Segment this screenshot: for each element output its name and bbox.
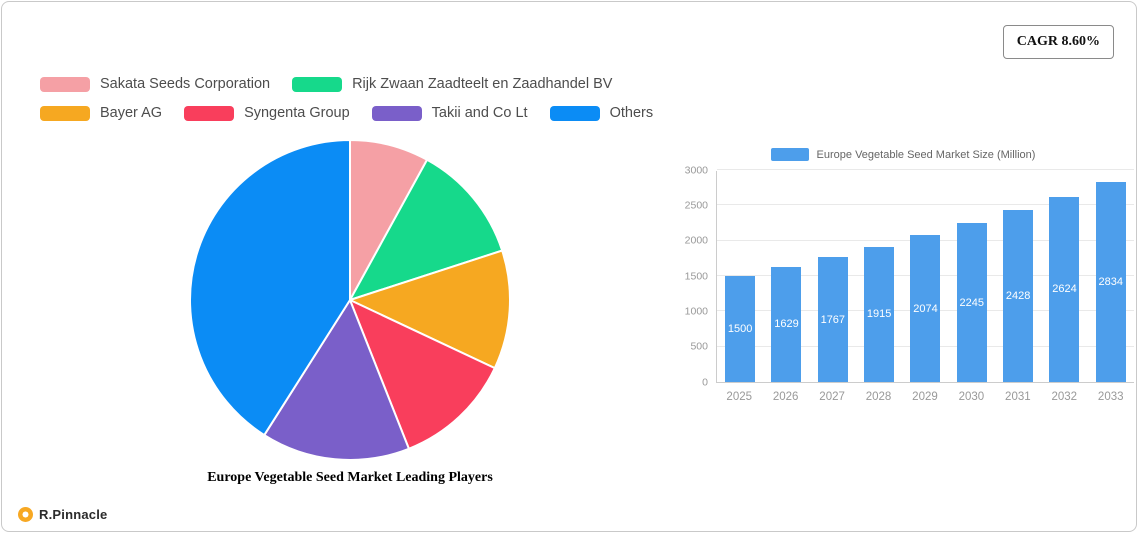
cagr-badge: CAGR 8.60%: [1002, 25, 1114, 59]
logo-text: R.Pinnacle: [39, 507, 108, 522]
legend-item-sakata-seeds-corporation[interactable]: Sakata Seeds Corporation: [40, 76, 270, 92]
bar-chart: Europe Vegetable Seed Market Size (Milli…: [670, 148, 1136, 403]
bar-slot: 1500: [717, 171, 763, 382]
bar-2027[interactable]: 1767: [817, 257, 848, 382]
bar-slot: 1915: [856, 171, 902, 382]
bar-2033[interactable]: 2834: [1095, 181, 1126, 382]
bar-2028[interactable]: 1915: [864, 246, 895, 382]
bar-slot: 2624: [1041, 171, 1087, 382]
bar-value-label: 2074: [913, 302, 938, 315]
bar-value-label: 1767: [820, 313, 846, 326]
legend-label: Syngenta Group: [244, 105, 350, 121]
bar-slot: 2245: [949, 171, 995, 382]
bar-plot: 0 500 1000 1500 2000 2500 3000 1500 1629 1767 1915…: [685, 165, 1134, 387]
gridline: [717, 169, 1134, 170]
legend-swatch: [549, 105, 600, 121]
pie-chart-title: Europe Vegetable Seed Market Leading Pla…: [207, 470, 493, 485]
bar-value-label: 2428: [1005, 290, 1031, 303]
x-tick-label: 2030: [958, 391, 985, 403]
bar-legend-label: Europe Vegetable Seed Market Size (Milli…: [816, 148, 1036, 161]
logo-icon: [18, 507, 33, 522]
bar-slot: 2834: [1088, 171, 1134, 382]
y-tick-label: 2500: [684, 199, 708, 212]
x-tick-label: 2025: [726, 391, 753, 403]
bar-2026[interactable]: 1629: [771, 266, 802, 382]
pie-slice-4[interactable]: [262, 297, 411, 461]
legend-swatch: [184, 105, 235, 121]
legend-item-others[interactable]: Others: [549, 105, 654, 121]
legend-item-rijk-zwaan-zaadteelt-en-zaadhandel-bv[interactable]: Rijk Zwaan Zaadteelt en Zaadhandel BV: [292, 76, 612, 92]
legend-swatch: [40, 76, 90, 92]
pie-slice-5[interactable]: [189, 138, 351, 437]
pie-svg: [189, 138, 511, 461]
legend-label: Bayer AG: [100, 105, 163, 121]
legend-swatch: [292, 76, 343, 92]
bar-slot: 2074: [902, 171, 948, 382]
y-tick-label: 1000: [684, 305, 708, 318]
x-tick-label: 2028: [865, 391, 892, 403]
y-tick-label: 0: [702, 375, 708, 388]
bars: 1500 1629 1767 1915 2074 2245 2428 2624 2834: [717, 171, 1134, 382]
x-tick-label: 2033: [1097, 391, 1124, 403]
bar-value-label: 2624: [1052, 283, 1077, 296]
legend-item-bayer-ag[interactable]: Bayer AG: [40, 105, 162, 121]
bar-value-label: 1915: [866, 308, 892, 321]
legend-label: Takii and Co Lt: [431, 105, 528, 121]
legend-label: Sakata Seeds Corporation: [100, 76, 271, 92]
pie-legend: Sakata Seeds Corporation Rijk Zwaan Zaadt…: [40, 76, 735, 121]
bar-2029[interactable]: 2074: [910, 235, 941, 382]
legend-label: Rijk Zwaan Zaadteelt en Zaadhandel BV: [352, 76, 613, 92]
bar-2025[interactable]: 1500: [725, 276, 756, 382]
bar-plot-area: 0 500 1000 1500 2000 2500 3000 1500 1629 1767 1915…: [685, 165, 1134, 403]
y-tick-label: 1500: [684, 269, 708, 282]
x-tick-label: 2027: [819, 391, 845, 403]
bar-legend-item[interactable]: Europe Vegetable Seed Market Size (Milli…: [670, 148, 1136, 161]
y-tick-label: 2000: [684, 234, 708, 247]
bar-legend-swatch: [770, 148, 809, 161]
bar-value-label: 2834: [1098, 275, 1124, 288]
legend-swatch: [371, 105, 422, 121]
bar-2030[interactable]: 2245: [956, 223, 987, 382]
pie-slice-1[interactable]: [347, 158, 504, 302]
bar-2032[interactable]: 2624: [1049, 196, 1080, 382]
gridline: [717, 204, 1134, 206]
legend-item-takii-and-co-lt[interactable]: Takii and Co Lt: [371, 105, 528, 121]
x-axis-labels: 2025 2026 2027 2028 2029 2030 2031 2032 2033: [716, 391, 1134, 403]
x-tick-label: 2029: [912, 391, 938, 403]
legend-swatch: [40, 105, 90, 121]
bar-value-label: 2245: [959, 296, 985, 309]
legend-item-syngenta-group[interactable]: Syngenta Group: [184, 105, 350, 121]
pie-chart: [185, 135, 515, 465]
x-tick-label: 2031: [1005, 391, 1031, 403]
pie-slice-2[interactable]: [347, 249, 511, 370]
pie-slice-3[interactable]: [348, 298, 497, 451]
bar-slot: 1629: [763, 171, 809, 382]
x-tick-label: 2026: [772, 391, 799, 403]
bar-slot: 2428: [995, 171, 1041, 382]
bar-slot: 1767: [810, 171, 856, 382]
y-tick-label: 3000: [684, 163, 708, 176]
legend-label: Others: [609, 105, 654, 121]
y-tick-label: 500: [690, 340, 708, 353]
logo: R.Pinnacle: [18, 507, 107, 522]
bar-value-label: 1500: [727, 323, 753, 335]
bar-2031[interactable]: 2428: [1003, 210, 1034, 382]
x-tick-label: 2032: [1051, 391, 1078, 403]
bar-value-label: 1629: [774, 318, 799, 331]
